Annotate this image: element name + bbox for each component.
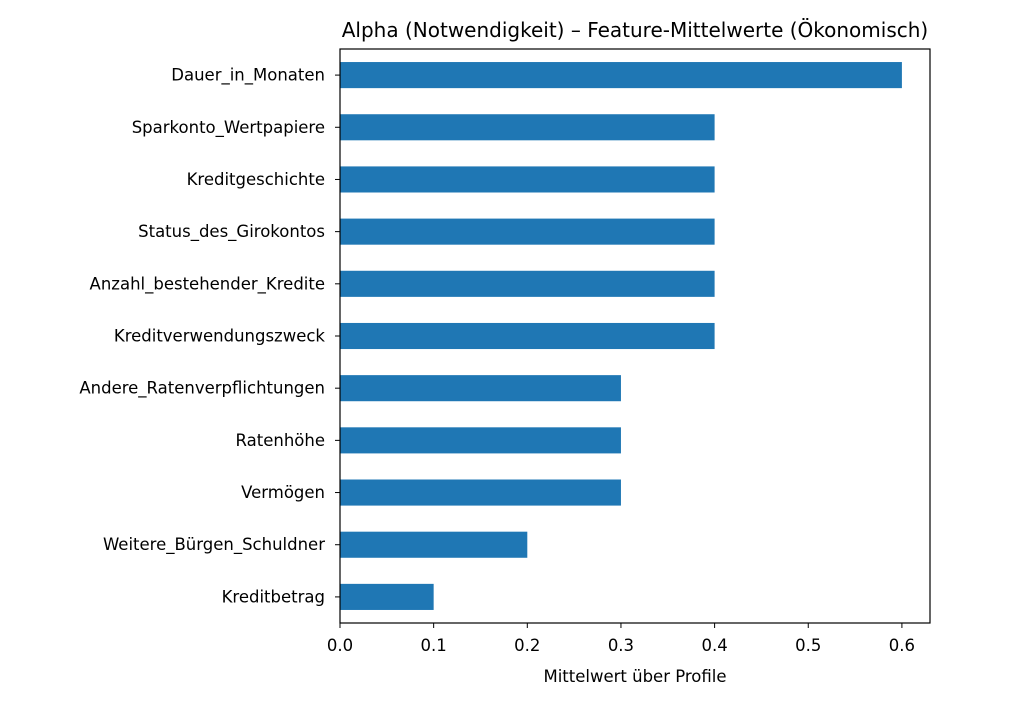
y-tick-label: Kreditgeschichte: [187, 170, 325, 189]
y-tick-label: Anzahl_bestehender_Kredite: [90, 274, 325, 294]
x-tick-label: 0.3: [608, 636, 634, 655]
y-tick-label: Ratenhöhe: [236, 431, 325, 450]
x-tick-label: 0.1: [421, 636, 447, 655]
y-tick-label: Vermögen: [241, 483, 325, 502]
y-tick-label: Andere_Ratenverpflichtungen: [79, 379, 325, 399]
bar: [340, 218, 715, 245]
x-tick-label: 0.0: [327, 636, 353, 655]
x-tick-label: 0.6: [889, 636, 915, 655]
y-tick-label: Kreditverwendungszweck: [114, 327, 326, 346]
bar: [340, 270, 715, 297]
plot-area-frame: [339, 48, 931, 624]
bar: [340, 114, 715, 141]
x-axis-label: Mittelwert über Profile: [543, 667, 726, 686]
chart-title: Alpha (Notwendigkeit) – Feature-Mittelwe…: [342, 18, 928, 42]
y-tick-label: Dauer_in_Monaten: [171, 66, 325, 86]
y-ticks: [335, 74, 340, 598]
y-tick-labels: Dauer_in_Monaten Sparkonto_Wertpapiere Kre…: [79, 66, 325, 607]
y-tick-label: Kreditbetrag: [222, 587, 325, 606]
bar: [340, 166, 715, 193]
x-ticks: 0.0 0.1 0.2 0.3 0.4 0.5 0.6: [327, 623, 915, 655]
x-tick-label: 0.4: [701, 636, 727, 655]
bars-group: [340, 62, 902, 610]
x-tick-label: 0.2: [514, 636, 540, 655]
y-tick-label: Status_des_Girokontos: [138, 222, 325, 242]
bar: [340, 479, 621, 506]
y-tick-label: Weitere_Bürgen_Schuldner: [103, 535, 325, 555]
bar: [340, 427, 621, 454]
x-tick-label: 0.5: [795, 636, 821, 655]
bar: [340, 531, 528, 558]
bar: [340, 322, 715, 350]
bar: [340, 375, 621, 402]
bar: [340, 583, 434, 610]
y-tick-label: Sparkonto_Wertpapiere: [132, 118, 325, 138]
bar: [340, 62, 902, 89]
